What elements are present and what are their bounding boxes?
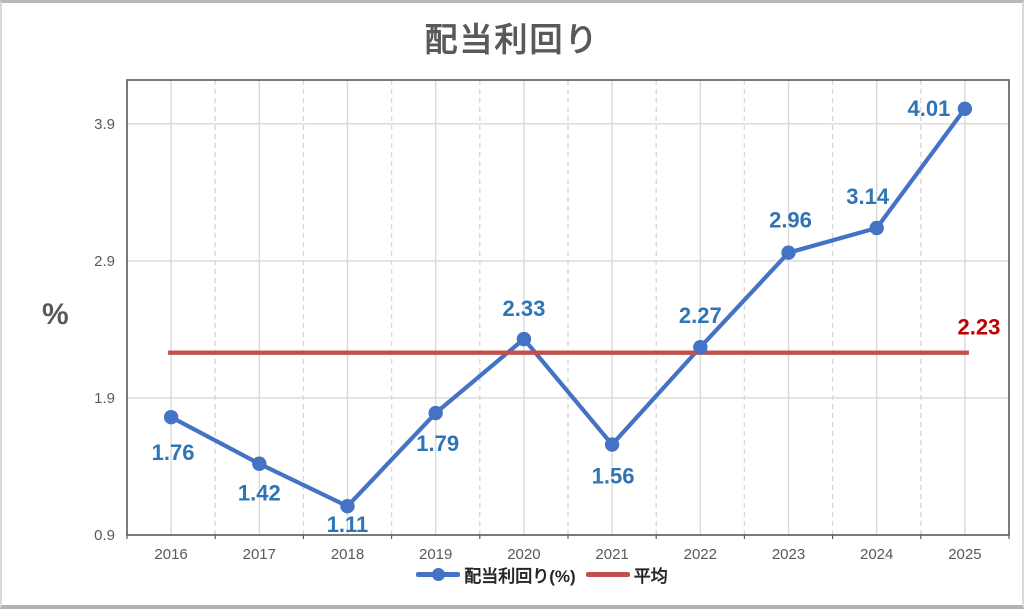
legend-item-mean: 平均 — [585, 562, 668, 587]
data-label: 1.42 — [238, 481, 281, 506]
chart-title: 配当利回り — [424, 21, 600, 58]
x-tick-label: 2018 — [331, 546, 364, 563]
legend: 配当利回り(%) 平均 — [0, 562, 1024, 587]
y-tick-label: 0.9 — [94, 527, 115, 544]
x-tick-label: 2024 — [860, 546, 893, 563]
data-label: 3.14 — [846, 184, 890, 209]
data-point-marker — [252, 456, 267, 471]
data-label: 4.01 — [907, 96, 950, 121]
legend-series-dot-icon — [432, 568, 446, 581]
legend-mean-label: 平均 — [633, 567, 668, 586]
data-point-marker — [693, 340, 708, 355]
x-tick-label: 2021 — [595, 546, 628, 563]
data-label: 1.56 — [592, 464, 635, 489]
y-tick-label: 1.9 — [94, 390, 115, 407]
x-tick-label: 2019 — [419, 546, 452, 563]
legend-series-line-marker-icon — [416, 568, 461, 581]
x-tick-label: 2016 — [154, 546, 187, 563]
y-tick-label: 3.9 — [94, 116, 115, 133]
legend-mean-line-icon — [585, 572, 630, 577]
y-tick-label: 2.9 — [94, 253, 115, 270]
x-tick-label: 2025 — [948, 546, 981, 563]
data-point-marker — [869, 220, 884, 236]
series-line — [169, 106, 968, 509]
y-axis-title: % — [42, 298, 69, 331]
data-label: 2.96 — [769, 208, 812, 233]
x-tick-label: 2020 — [507, 546, 540, 563]
data-label: 2.27 — [679, 303, 722, 328]
data-point-marker — [428, 405, 443, 421]
x-tick-label: 2017 — [243, 546, 276, 563]
data-point-marker — [957, 101, 973, 116]
data-label: 1.76 — [152, 440, 195, 465]
x-tick-label: 2022 — [684, 546, 717, 563]
data-label: 1.79 — [416, 431, 459, 456]
data-point-marker — [340, 499, 355, 514]
data-point-marker — [781, 245, 796, 260]
data-point-marker — [604, 437, 620, 452]
legend-item-series: 配当利回り(%) — [416, 562, 576, 587]
mean-label: 2.23 — [957, 315, 1000, 340]
data-label: 2.33 — [502, 296, 545, 321]
data-point-marker — [516, 331, 532, 347]
data-point-marker — [163, 409, 179, 425]
x-tick-label: 2023 — [772, 546, 805, 563]
data-label: 1.11 — [327, 512, 369, 537]
legend-series-label: 配当利回り(%) — [464, 567, 576, 586]
